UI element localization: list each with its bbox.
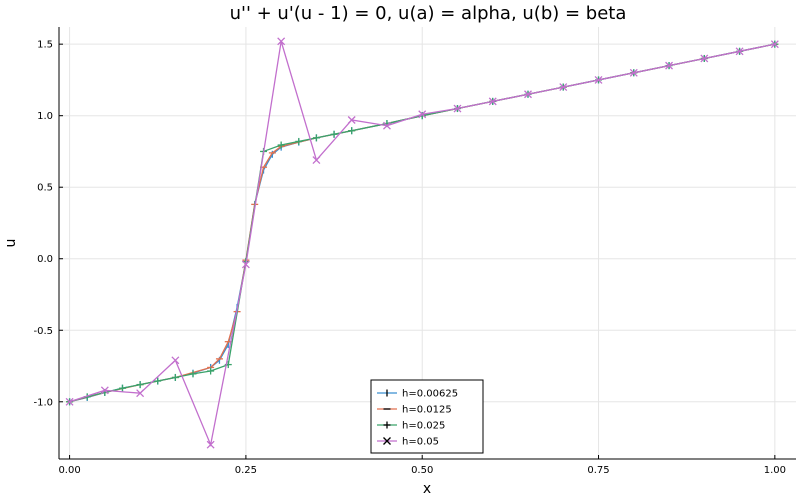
data-point [453,104,462,113]
data-point [206,440,215,449]
x-tick-label: 0.50 [411,465,433,476]
y-tick-label: 0.0 [37,254,53,265]
x-axis-label: x [423,481,431,497]
data-point [700,54,709,63]
y-tick-label: -0.5 [33,326,53,337]
y-axis-label: u [3,239,19,248]
data-point [330,130,338,138]
data-point [347,116,356,124]
data-point [136,389,145,398]
legend: h=0.00625 h=0.0125 h=0.025 h=0.05 [370,379,484,454]
legend-marker [383,421,391,429]
y-tick-label: 1.0 [37,111,53,122]
data-point [154,377,162,385]
data-point [312,156,321,164]
data-point [136,381,144,389]
legend-item: h=0.025 [377,421,445,432]
x-tick-label: 0.00 [58,465,80,476]
data-point [118,384,126,392]
y-tick-label: 0.5 [37,183,53,194]
data-point [100,386,109,395]
legend-item: h=0.00625 [377,389,458,400]
data-point [207,367,215,375]
data-point [594,75,603,84]
plot-area [65,37,779,449]
data-point [629,68,638,77]
data-point [171,373,179,381]
data-point [770,40,779,49]
data-point [277,141,285,149]
x-tick-label: 0.75 [587,465,609,476]
data-point [312,134,320,142]
data-point [348,127,356,135]
data-point [189,370,197,378]
data-point [382,121,391,130]
legend-label: h=0.0125 [402,405,452,416]
data-point [488,97,497,106]
data-point [524,90,532,99]
y-tick-label: -1.0 [33,397,53,408]
axes: 0.00 0.25 0.50 0.75 1.00 -1.0 -0.5 0.0 0.5 1.0 1.5 [33,27,796,476]
data-point [241,260,250,269]
x-tick-label: 1.00 [764,465,786,476]
y-tick-label: 1.5 [37,40,53,51]
data-point [171,356,180,365]
series-h-0-05 [65,37,779,449]
x-tick-label: 0.25 [235,465,257,476]
data-point [295,137,303,145]
legend-label: h=0.00625 [402,389,458,400]
data-point [665,61,674,70]
legend-marker [383,437,391,445]
data-point [65,397,74,406]
data-point [277,37,286,46]
legend-label: h=0.05 [402,437,439,448]
data-point [418,110,427,119]
data-point [735,47,744,56]
legend-item: h=0.0125 [377,405,452,416]
legend-item: h=0.05 [377,437,439,448]
legend-label: h=0.025 [402,421,445,432]
data-point [559,83,568,92]
chart-title: u'' + u'(u - 1) = 0, u(a) = alpha, u(b) … [230,3,627,24]
